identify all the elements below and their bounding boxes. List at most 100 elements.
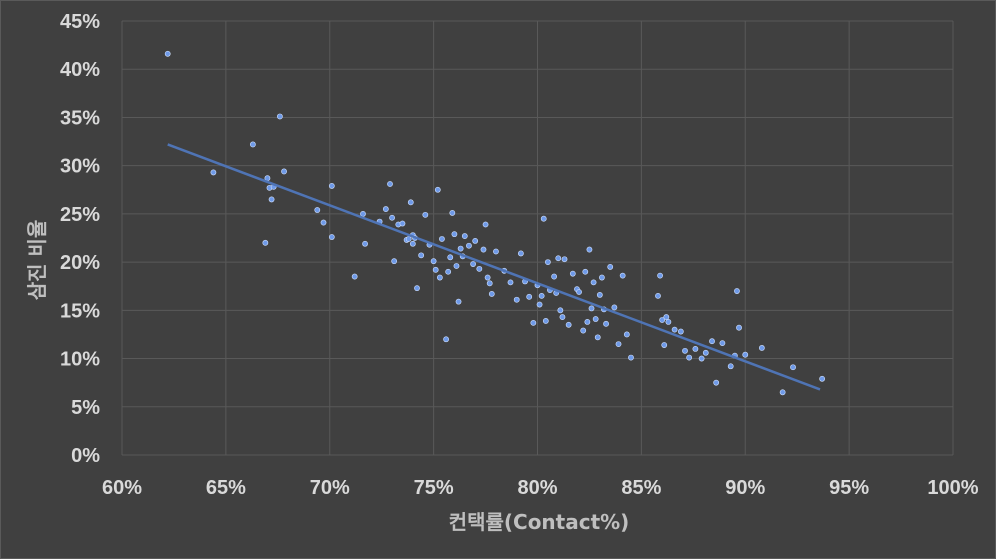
data-point (445, 268, 452, 275)
data-point (594, 334, 601, 341)
data-point (592, 316, 599, 322)
x-tick-label: 85% (621, 477, 661, 499)
data-point (418, 252, 425, 259)
data-point (486, 280, 493, 287)
data-point (472, 237, 479, 244)
x-tick-label: 80% (517, 477, 557, 499)
data-point (447, 254, 454, 261)
data-point (453, 263, 460, 269)
data-point (584, 319, 591, 325)
data-point (276, 113, 283, 120)
x-tick-label: 75% (414, 477, 454, 499)
data-point (603, 320, 609, 327)
data-point (661, 342, 668, 348)
data-point (405, 236, 412, 242)
data-point (599, 274, 605, 281)
data-point (790, 364, 796, 371)
data-point (409, 240, 416, 247)
data-point (461, 233, 468, 239)
data-point (561, 256, 568, 263)
data-point (249, 141, 256, 148)
data-point (698, 355, 705, 362)
data-point (407, 199, 414, 206)
data-point (484, 274, 491, 281)
data-point (559, 314, 566, 320)
data-point (507, 279, 514, 286)
data-point (480, 246, 487, 253)
data-point (328, 183, 335, 189)
data-point (659, 317, 666, 323)
x-tick-label: 90% (725, 477, 765, 499)
y-tick-label: 40% (60, 59, 100, 81)
data-point (709, 338, 715, 345)
data-point (623, 331, 630, 338)
data-point (526, 293, 533, 300)
data-point (551, 273, 558, 280)
data-point (655, 292, 661, 299)
data-point (488, 291, 495, 297)
trendline (167, 143, 821, 391)
data-point (611, 304, 618, 311)
data-point (665, 319, 672, 325)
data-points (164, 50, 826, 396)
data-point (538, 292, 545, 299)
data-point (262, 239, 269, 246)
x-axis-title: 컨택률(Contact%) (449, 510, 630, 534)
data-point (414, 285, 420, 292)
data-point (779, 389, 786, 396)
data-point (677, 328, 684, 335)
data-point (517, 250, 524, 257)
data-point (449, 210, 456, 216)
data-point (663, 314, 670, 320)
data-point (758, 345, 765, 351)
data-point (466, 242, 472, 249)
data-point (582, 268, 589, 275)
data-point (210, 169, 217, 176)
data-point (544, 259, 551, 266)
x-tick-labels: 60% 65% 70% 75% 80% 85% 90% 95% 100% (102, 477, 979, 499)
data-point (569, 270, 576, 277)
data-point (619, 272, 626, 279)
data-point (482, 221, 489, 228)
x-tick-label: 70% (310, 477, 350, 499)
data-point (451, 231, 458, 238)
y-tick-label: 30% (60, 156, 100, 178)
trendline-group (167, 143, 821, 391)
y-tick-label: 0% (71, 445, 100, 467)
data-point (314, 207, 321, 213)
data-point (391, 258, 398, 265)
y-tick-label: 10% (60, 349, 100, 371)
data-point (555, 255, 562, 262)
data-point (736, 324, 742, 331)
y-tick-label: 45% (60, 11, 100, 33)
data-point (281, 168, 287, 175)
data-point (476, 265, 483, 272)
data-point (457, 245, 464, 252)
y-tick-labels: 0% 5% 10% 15% 20% 25% 30% 35% 40% 45% (60, 11, 100, 467)
data-point (493, 248, 499, 255)
data-point (470, 261, 476, 267)
y-tick-label: 25% (60, 204, 100, 226)
data-point (540, 215, 547, 222)
x-tick-label: 100% (927, 477, 978, 499)
y-axis-title: 삼진 비율 (25, 220, 49, 301)
data-point (586, 246, 593, 253)
data-point (439, 236, 445, 242)
data-point (360, 210, 366, 217)
data-point (576, 289, 582, 295)
gridlines (121, 20, 954, 456)
data-point (536, 301, 543, 308)
data-point (436, 274, 443, 281)
data-point (702, 349, 709, 356)
data-point (607, 264, 614, 270)
data-point (719, 340, 726, 347)
data-point (432, 266, 439, 273)
data-point (434, 186, 441, 193)
data-point (671, 326, 678, 333)
data-point (399, 220, 406, 227)
data-point (320, 219, 327, 226)
x-tick-label: 60% (102, 477, 142, 499)
data-point (565, 321, 572, 328)
